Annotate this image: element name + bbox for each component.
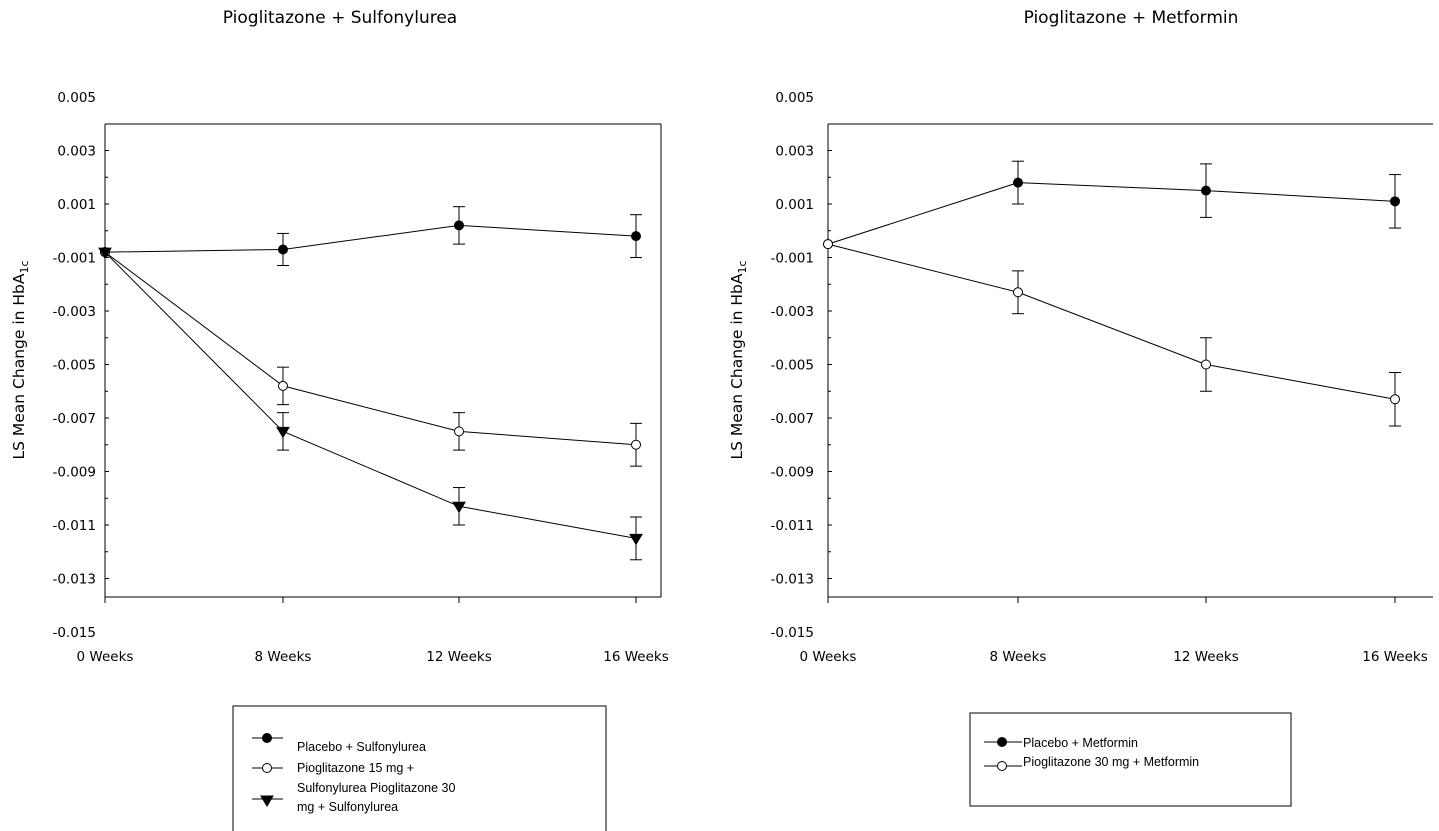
- left-point-series-1: [631, 231, 641, 242]
- left-y-tick-label: -0.009: [52, 465, 96, 481]
- left-y-tick-label: -0.011: [52, 518, 96, 534]
- legend-left-text-1: Placebo + Sulfonylurea: [297, 740, 426, 754]
- chart-right-ylabel-sub: 1c: [736, 260, 749, 273]
- right-point-series-1: [1390, 196, 1400, 207]
- left-y-tick-label: -0.007: [52, 411, 96, 427]
- left-point-series-3: [276, 426, 290, 439]
- legend-left-marker-2: [262, 763, 272, 773]
- chart-left-title: Pioglitazone + Sulfonylurea: [223, 8, 457, 28]
- chart-left-plot-frame: [104, 123, 662, 598]
- left-point-series-1: [454, 220, 464, 231]
- right-point-series-2: [823, 239, 833, 250]
- left-y-tick-label: 0.003: [57, 144, 96, 160]
- left-point-series-2: [631, 439, 641, 450]
- chart-left-ylabel-main: LS Mean Change in HbA: [10, 273, 28, 459]
- chart-left-ylabel: LS Mean Change in HbA1c: [10, 260, 31, 459]
- legend-left-marker-1: [262, 733, 272, 743]
- left-y-tick-label: 0.001: [57, 197, 96, 213]
- right-point-series-2: [1390, 394, 1400, 405]
- chart-right-legend-box: [969, 712, 1292, 807]
- left-x-tick-label: 8 Weeks: [255, 649, 312, 665]
- chart-left-y-ticks: 0.005 0.003 0.001 -0.001 -0.003 -0.005 -0.007 -…: [52, 90, 109, 641]
- chart-right-plot-frame: [827, 123, 1433, 598]
- right-y-tick-label: 0.001: [775, 197, 814, 213]
- left-y-tick-label: -0.003: [52, 304, 96, 320]
- left-point-series-3: [452, 501, 466, 514]
- right-x-tick-label: 12 Weeks: [1173, 649, 1239, 665]
- left-x-tick-label: 16 Weeks: [603, 649, 669, 665]
- chart-right-legend: Placebo + Metformin Pioglitazone 30 mg +…: [969, 712, 1292, 807]
- legend-right-text-1: Placebo + Metformin: [1023, 736, 1138, 750]
- left-series-line-2: [104, 251, 637, 446]
- legend-left-entry-1: Placebo + Sulfonylurea: [252, 733, 426, 754]
- legend-left-text-3: Sulfonylurea Pioglitazone 30: [297, 781, 455, 795]
- left-point-series-1: [278, 244, 288, 255]
- right-y-tick-label: -0.009: [770, 465, 814, 481]
- legend-left-text-4: mg + Sulfonylurea: [297, 800, 398, 814]
- left-y-tick-label: 0.005: [57, 90, 96, 106]
- chart-left-legend: Placebo + Sulfonylurea Pioglitazone 15 m…: [232, 705, 607, 831]
- legend-right-entry-2: Pioglitazone 30 mg + Metformin: [984, 755, 1199, 771]
- right-point-series-1: [1013, 177, 1023, 188]
- right-y-tick-label: -0.005: [770, 358, 814, 374]
- right-point-series-1: [1201, 185, 1211, 196]
- left-point-series-3: [629, 533, 643, 546]
- left-y-tick-label: -0.013: [52, 572, 96, 588]
- left-x-tick-label: 12 Weeks: [426, 649, 492, 665]
- chart-right-x-ticks: 0 Weeks 8 Weeks 12 Weeks 16 Weeks: [800, 597, 1428, 665]
- right-point-series-2: [1201, 359, 1211, 370]
- right-x-tick-label: 16 Weeks: [1362, 649, 1428, 665]
- right-series-line-2: [827, 243, 1396, 400]
- chart-right-ylabel: LS Mean Change in HbA1c: [728, 260, 749, 459]
- right-y-tick-label: -0.011: [770, 518, 814, 534]
- chart-right: Pioglitazone + Metformin LS Mean Change …: [728, 8, 1433, 807]
- left-series-line-3: [104, 251, 637, 539]
- right-y-tick-label: -0.015: [770, 625, 814, 641]
- right-point-series-2: [1013, 287, 1023, 298]
- right-x-tick-label: 8 Weeks: [990, 649, 1047, 665]
- left-point-series-2: [454, 426, 464, 437]
- chart-left: Pioglitazone + Sulfonylurea LS Mean Chan…: [10, 8, 669, 831]
- left-point-series-2: [278, 380, 288, 391]
- right-y-tick-label: -0.007: [770, 411, 814, 427]
- legend-right-entry-1: Placebo + Metformin: [984, 736, 1138, 750]
- legend-left-text-2: Pioglitazone 15 mg +: [297, 761, 414, 775]
- right-y-tick-label: 0.003: [775, 144, 814, 160]
- legend-right-marker-1: [997, 737, 1007, 747]
- chart-left-series: [98, 206, 643, 561]
- left-x-tick-label: 0 Weeks: [77, 649, 134, 665]
- chart-left-ylabel-sub: 1c: [18, 260, 31, 273]
- legend-left-entry-3: mg + Sulfonylurea: [252, 795, 398, 814]
- chart-right-title: Pioglitazone + Metformin: [1024, 8, 1239, 28]
- left-point-series-3: [98, 247, 112, 260]
- chart-left-x-ticks: 0 Weeks 8 Weeks 12 Weeks 16 Weeks: [77, 597, 669, 665]
- chart-right-y-ticks: 0.005 0.003 0.001 -0.001 -0.003 -0.005 -0.007 -…: [770, 90, 832, 641]
- legend-left-marker-3: [260, 795, 274, 807]
- legend-left-entry-2: Pioglitazone 15 mg +: [252, 761, 414, 775]
- chart-right-ylabel-main: LS Mean Change in HbA: [728, 273, 746, 459]
- legend-right-marker-2: [997, 761, 1007, 771]
- left-y-tick-label: -0.005: [52, 358, 96, 374]
- right-y-tick-label: -0.013: [770, 572, 814, 588]
- left-y-tick-label: -0.015: [52, 625, 96, 641]
- right-x-tick-label: 0 Weeks: [800, 649, 857, 665]
- chart-right-series: [823, 160, 1401, 427]
- legend-right-text-2: Pioglitazone 30 mg + Metformin: [1023, 755, 1199, 769]
- right-y-tick-label: -0.001: [770, 251, 814, 267]
- right-y-tick-label: 0.005: [775, 90, 814, 106]
- chart-left-legend-box: [232, 705, 607, 831]
- right-y-tick-label: -0.003: [770, 304, 814, 320]
- left-series-line-1: [104, 224, 637, 253]
- left-y-tick-label: -0.001: [52, 251, 96, 267]
- right-series-line-1: [827, 182, 1396, 245]
